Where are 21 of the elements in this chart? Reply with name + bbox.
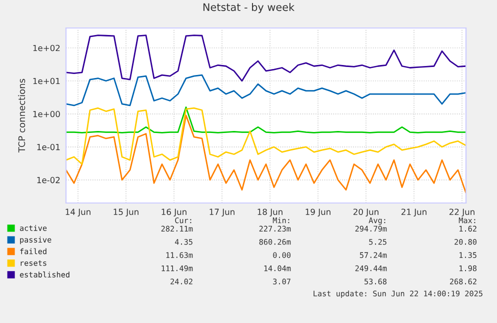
- x-tick-label: 15 Jun: [114, 208, 138, 217]
- line-series: [66, 106, 466, 134]
- line-series: [66, 114, 466, 194]
- line-series: [66, 107, 466, 165]
- x-tick-label: 17 Jun: [210, 208, 234, 217]
- y-tick-label: 1e-02: [37, 176, 60, 184]
- x-tick-label: 19 Jun: [306, 208, 330, 217]
- x-tick-label: 21 Jun: [401, 208, 426, 217]
- y-tick-label: 1e-01: [37, 144, 60, 150]
- y-axis-title: TCP connections: [18, 78, 26, 153]
- line-series: [66, 74, 466, 106]
- line-series: [66, 34, 466, 82]
- x-tick-label: 20 Jun: [353, 208, 378, 217]
- x-tick-label: 18 Jun: [258, 208, 282, 217]
- y-tick-label: 1e+02: [33, 44, 60, 52]
- y-tick-label: 1e+00: [33, 110, 60, 118]
- x-tick-label: 16 Jun: [162, 208, 186, 217]
- chart-title: Netstat - by week: [203, 3, 295, 14]
- y-tick-label: 1e+01: [33, 78, 60, 84]
- x-tick-label: 22 Jun: [449, 208, 474, 217]
- x-tick-label: 14 Jun: [66, 208, 90, 217]
